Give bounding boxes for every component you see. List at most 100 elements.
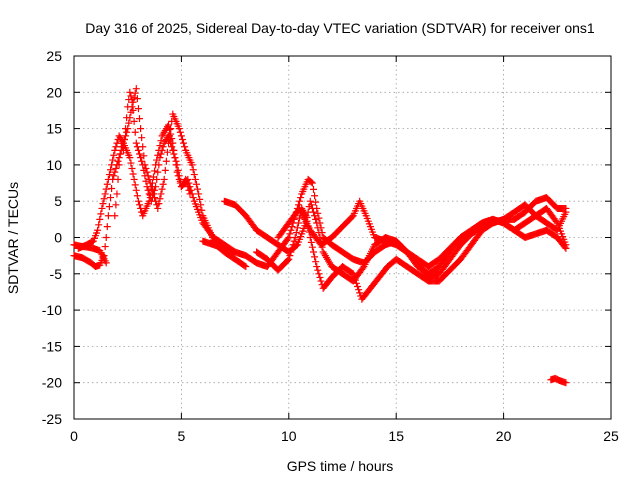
data-point <box>127 159 135 167</box>
data-layer <box>70 85 570 387</box>
data-point <box>136 150 144 158</box>
y-tick-label: -10 <box>42 302 62 318</box>
data-point <box>131 128 139 136</box>
data-point <box>242 263 250 271</box>
data-point <box>306 197 314 205</box>
data-point <box>315 270 323 278</box>
data-point <box>102 185 110 193</box>
data-point <box>165 132 173 140</box>
data-point <box>158 185 166 193</box>
data-point <box>95 221 103 229</box>
data-point <box>170 150 178 158</box>
data-point <box>183 179 191 187</box>
data-point <box>108 184 116 192</box>
y-tick-label: -5 <box>50 266 63 282</box>
data-point <box>288 244 296 252</box>
data-point <box>122 132 130 140</box>
data-point <box>124 103 132 111</box>
data-point <box>152 183 160 191</box>
y-axis-label: SDTVAR / TECUs <box>5 182 21 294</box>
data-point <box>351 276 359 284</box>
data-point <box>162 157 170 165</box>
data-point <box>160 175 168 183</box>
data-point <box>312 258 320 266</box>
data-point <box>107 194 115 202</box>
data-point <box>163 148 171 156</box>
data-point <box>143 183 151 191</box>
data-point <box>134 197 142 205</box>
data-point <box>177 132 185 140</box>
data-point <box>103 180 111 188</box>
data-point <box>293 224 301 232</box>
data-point <box>359 264 367 272</box>
data-point <box>138 157 146 165</box>
data-point <box>134 105 142 113</box>
data-point <box>103 223 111 231</box>
data-point <box>132 85 140 93</box>
data-point <box>156 142 164 150</box>
data-point <box>286 230 294 238</box>
data-point <box>98 204 106 212</box>
data-point <box>317 277 325 285</box>
data-point <box>101 190 109 198</box>
data-point <box>136 115 144 123</box>
data-point <box>134 146 142 154</box>
data-point <box>114 157 122 165</box>
data-point <box>188 161 196 169</box>
x-tick-label: 15 <box>388 428 404 444</box>
data-point <box>107 166 115 174</box>
data-point <box>129 170 137 178</box>
data-point <box>288 223 296 231</box>
data-point <box>157 150 165 158</box>
data-point <box>151 167 159 175</box>
data-point <box>120 135 128 143</box>
data-point <box>312 215 320 223</box>
data-point <box>105 203 113 211</box>
data-point <box>129 106 137 114</box>
data-point <box>136 201 144 209</box>
data-point <box>123 128 131 136</box>
data-point <box>125 119 133 127</box>
data-point <box>174 166 182 174</box>
data-point <box>105 171 113 179</box>
data-point <box>127 92 135 100</box>
data-point <box>137 125 145 133</box>
data-point <box>311 212 319 220</box>
y-tick-label: -20 <box>42 375 62 391</box>
data-point <box>171 154 179 162</box>
data-point <box>348 269 356 277</box>
x-axis-label: GPS time / hours <box>287 458 394 474</box>
data-point <box>292 229 300 237</box>
data-point <box>189 194 197 202</box>
data-point <box>296 214 304 222</box>
data-point <box>133 143 141 151</box>
data-point <box>156 154 164 162</box>
data-point <box>182 175 190 183</box>
data-point <box>195 190 203 198</box>
data-point <box>138 134 146 142</box>
series-arc-9 <box>547 374 570 387</box>
data-point <box>312 198 320 206</box>
series-arc-4 <box>111 88 194 220</box>
y-tick-label: 0 <box>54 230 62 246</box>
data-point <box>185 186 193 194</box>
series-arc-8 <box>274 197 570 271</box>
data-point <box>117 139 125 147</box>
data-point <box>128 96 136 104</box>
data-point <box>110 151 118 159</box>
data-point <box>296 197 304 205</box>
data-point <box>173 161 181 169</box>
data-point <box>290 237 298 245</box>
data-point <box>156 195 164 203</box>
data-point <box>100 195 108 203</box>
data-point <box>287 226 295 234</box>
data-point <box>119 146 127 154</box>
y-tick-label: 25 <box>46 48 62 64</box>
chart-title: Day 316 of 2025, Sidereal Day-to-day VTE… <box>85 20 595 36</box>
data-point <box>139 161 147 169</box>
data-point <box>148 179 156 187</box>
x-tick-label: 25 <box>603 428 619 444</box>
data-point <box>166 135 174 143</box>
data-point <box>315 229 323 237</box>
data-point <box>133 192 141 200</box>
